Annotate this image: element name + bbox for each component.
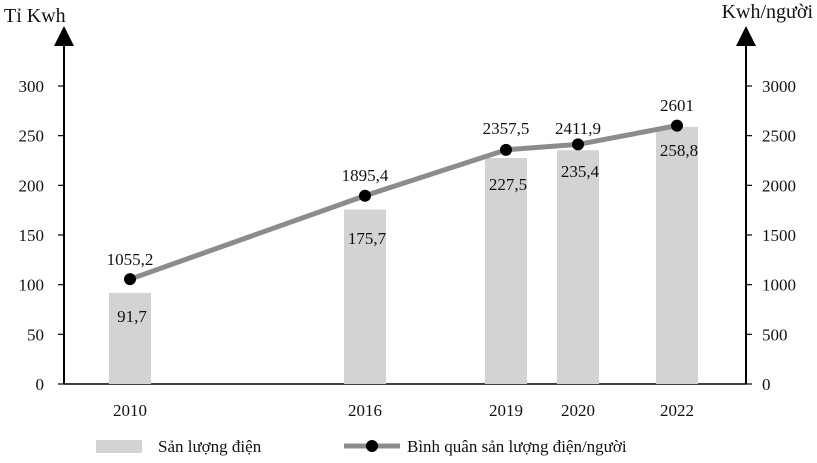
bar-value-label-2016: 175,7 [348, 229, 387, 248]
bar-2022 [656, 126, 698, 385]
y-right-axis-label: Kwh/người [722, 1, 814, 23]
bar-value-label-2019: 227,5 [489, 175, 527, 194]
legend-line-marker [366, 440, 378, 452]
legend-bar-swatch [96, 440, 142, 453]
x-tick-label-2016: 2016 [348, 401, 382, 420]
y-left-tick-label: 250 [19, 127, 45, 146]
line-value-label-2016: 1895,4 [342, 166, 389, 185]
y-left-tick-label: 300 [19, 77, 45, 96]
bar-2016 [344, 209, 386, 384]
bar-value-label-2010: 91,7 [117, 307, 147, 326]
bar-2019 [485, 158, 527, 384]
line-point-2020 [572, 138, 584, 151]
y-left-tick-label: 0 [36, 375, 45, 394]
x-tick-label-2019: 2019 [489, 401, 523, 420]
line-point-2019 [500, 143, 512, 156]
bar-value-label-2020: 235,4 [561, 162, 600, 181]
y-left-axis-label: Tỉ Kwh [4, 5, 66, 27]
line-value-label-2019: 2357,5 [483, 119, 530, 138]
bar-value-label-2022: 258,8 [660, 141, 698, 160]
y-right-tick-label: 1000 [762, 276, 796, 295]
x-tick-label-2020: 2020 [561, 401, 595, 420]
y-right-tick-label: 500 [762, 325, 788, 344]
y-left-tick-label: 100 [19, 276, 45, 295]
x-tick-label-2022: 2022 [660, 401, 694, 420]
bar-2010 [109, 292, 151, 384]
line-value-label-2010: 1055,2 [107, 250, 154, 269]
line-point-2016 [359, 189, 371, 202]
x-tick-label-2010: 2010 [113, 401, 147, 420]
y-left-tick-label: 50 [27, 325, 44, 344]
line-point-2010 [124, 273, 136, 286]
line-point-2022 [671, 119, 683, 132]
y-right-tick-label: 2000 [762, 176, 796, 195]
y-left-tick-label: 150 [19, 226, 45, 245]
line-value-label-2022: 2601 [660, 96, 694, 115]
y-right-tick-label: 0 [762, 375, 771, 394]
y-left-tick-label: 200 [19, 176, 45, 195]
y-right-tick-label: 1500 [762, 226, 796, 245]
y-right-tick-label: 3000 [762, 77, 796, 96]
y-right-tick-label: 2500 [762, 127, 796, 146]
legend-bar-label: Sản lượng điện [158, 437, 262, 456]
line-value-label-2020: 2411,9 [555, 119, 601, 138]
bar-2020 [557, 150, 599, 384]
legend-line-label: Bình quân sản lượng điện/người [407, 437, 627, 456]
